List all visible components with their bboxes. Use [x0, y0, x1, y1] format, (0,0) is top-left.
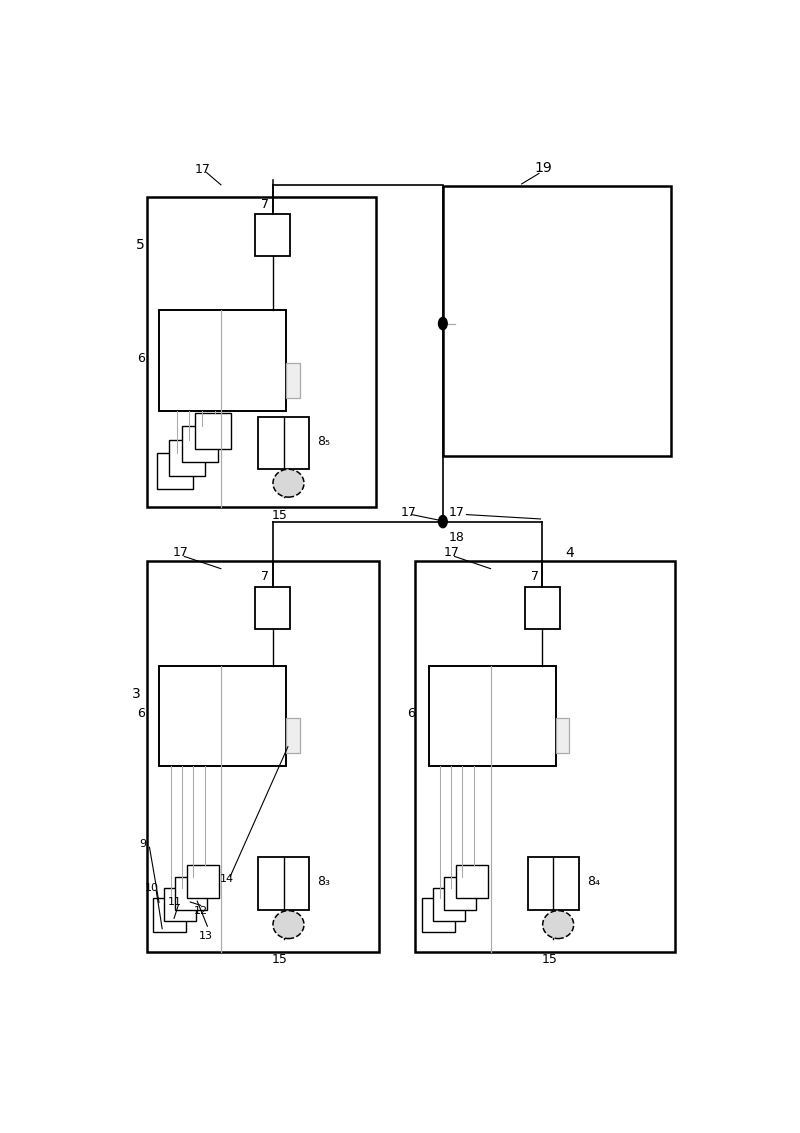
Text: 19: 19: [534, 161, 552, 176]
Circle shape: [438, 516, 447, 528]
Bar: [175, 877, 207, 910]
Bar: [255, 214, 290, 256]
Text: 10: 10: [145, 883, 158, 893]
Bar: [286, 363, 300, 398]
Bar: [528, 858, 578, 910]
Bar: [556, 718, 570, 752]
Ellipse shape: [273, 911, 304, 938]
Text: 7: 7: [262, 570, 270, 583]
Text: 9: 9: [140, 840, 147, 850]
Text: 14: 14: [220, 875, 234, 884]
Circle shape: [438, 317, 447, 330]
Text: 15: 15: [542, 953, 558, 966]
Text: 12: 12: [194, 905, 208, 915]
Bar: [187, 866, 219, 898]
Text: 8₄: 8₄: [586, 876, 600, 888]
Bar: [415, 561, 675, 952]
Text: 6: 6: [407, 707, 414, 719]
Bar: [170, 440, 206, 476]
Bar: [164, 888, 196, 921]
Bar: [146, 197, 376, 506]
Text: 17: 17: [194, 163, 210, 176]
Text: 13: 13: [199, 931, 213, 942]
Bar: [258, 858, 309, 910]
Text: 17: 17: [449, 506, 465, 519]
Text: 8₅: 8₅: [317, 435, 330, 448]
Bar: [433, 888, 465, 921]
Text: 15: 15: [272, 509, 288, 522]
Bar: [157, 453, 193, 489]
Text: 4: 4: [565, 546, 574, 560]
Ellipse shape: [542, 911, 574, 938]
Bar: [443, 186, 671, 457]
Bar: [258, 417, 309, 469]
Ellipse shape: [273, 469, 304, 497]
Bar: [429, 665, 556, 766]
Bar: [286, 718, 300, 752]
Bar: [159, 665, 286, 766]
Text: 11: 11: [168, 897, 182, 906]
Text: 17: 17: [401, 506, 417, 519]
Text: 18: 18: [449, 530, 465, 544]
Text: 7: 7: [262, 197, 270, 211]
Text: 8₃: 8₃: [317, 876, 330, 888]
Bar: [444, 877, 476, 910]
Text: 3: 3: [132, 688, 141, 701]
Bar: [195, 412, 231, 449]
Bar: [255, 587, 290, 629]
Text: 17: 17: [173, 546, 189, 560]
Text: 6: 6: [138, 707, 145, 719]
Bar: [159, 310, 286, 411]
Text: 15: 15: [272, 953, 288, 966]
Bar: [182, 426, 218, 462]
Bar: [422, 898, 454, 931]
Bar: [154, 898, 186, 931]
Text: 7: 7: [531, 570, 539, 583]
Bar: [146, 561, 379, 952]
Bar: [456, 866, 488, 898]
Text: 5: 5: [136, 238, 145, 252]
Bar: [525, 587, 560, 629]
Text: 6: 6: [138, 352, 145, 365]
Text: 17: 17: [444, 546, 460, 560]
